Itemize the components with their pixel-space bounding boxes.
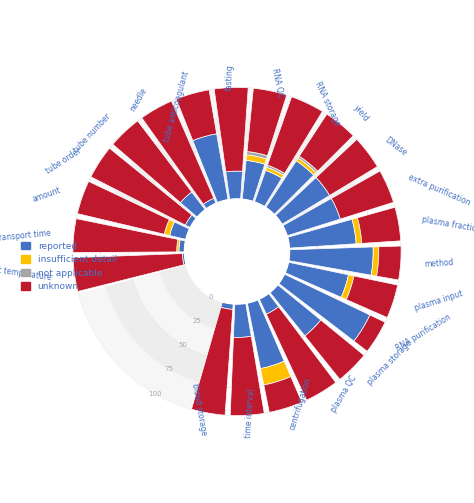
- Bar: [246, 155, 266, 164]
- Bar: [305, 320, 364, 379]
- Text: 0: 0: [209, 294, 213, 300]
- Text: 75: 75: [164, 367, 173, 372]
- Bar: [288, 219, 356, 248]
- Bar: [77, 182, 169, 234]
- Text: 50: 50: [178, 342, 187, 348]
- Bar: [164, 219, 174, 235]
- Bar: [289, 247, 373, 275]
- Bar: [226, 171, 243, 200]
- Bar: [331, 171, 393, 219]
- Bar: [296, 158, 316, 175]
- Bar: [298, 156, 318, 173]
- Bar: [176, 90, 217, 140]
- Text: plasma storage: plasma storage: [365, 339, 414, 387]
- Bar: [177, 239, 180, 252]
- Bar: [113, 121, 191, 203]
- Bar: [214, 88, 248, 172]
- Text: tube order: tube order: [44, 146, 82, 175]
- Bar: [299, 114, 353, 171]
- Text: amount: amount: [31, 186, 62, 204]
- Bar: [247, 88, 287, 156]
- Bar: [352, 218, 362, 244]
- Legend: reported, insufficient detail, not applicable, unknown: reported, insufficient detail, not appli…: [19, 239, 119, 294]
- Bar: [285, 262, 348, 297]
- Bar: [247, 300, 284, 369]
- Bar: [221, 302, 233, 309]
- Text: yield: yield: [352, 104, 370, 124]
- Text: centrifugation: centrifugation: [288, 377, 313, 432]
- Bar: [275, 178, 329, 224]
- Bar: [377, 246, 401, 280]
- Bar: [357, 207, 401, 243]
- Bar: [261, 361, 291, 385]
- Bar: [283, 198, 340, 236]
- Bar: [191, 307, 233, 415]
- Bar: [316, 139, 377, 196]
- Text: needle: needle: [128, 87, 149, 114]
- Bar: [270, 285, 321, 336]
- Bar: [354, 315, 385, 351]
- Polygon shape: [184, 199, 290, 304]
- Text: transport temperature: transport temperature: [0, 261, 53, 282]
- Bar: [255, 171, 282, 207]
- Bar: [182, 254, 186, 265]
- Text: RNA purification: RNA purification: [394, 312, 452, 353]
- Bar: [73, 254, 184, 291]
- Bar: [341, 275, 354, 300]
- Bar: [267, 97, 322, 174]
- Text: 25: 25: [192, 318, 201, 324]
- Text: blood storage: blood storage: [191, 383, 209, 437]
- Bar: [267, 165, 285, 175]
- Text: time interval: time interval: [244, 389, 256, 439]
- Bar: [371, 247, 379, 276]
- Bar: [233, 303, 251, 338]
- Text: extra purification: extra purification: [407, 173, 472, 208]
- Bar: [181, 192, 205, 217]
- Text: tube anticoagulant: tube anticoagulant: [162, 70, 191, 143]
- Text: method: method: [423, 258, 453, 269]
- Bar: [91, 148, 192, 225]
- Bar: [73, 219, 178, 253]
- Text: DNase: DNase: [383, 135, 409, 157]
- Bar: [142, 101, 214, 204]
- Bar: [279, 274, 370, 341]
- Text: plasma input: plasma input: [414, 289, 465, 313]
- Text: plasma fraction: plasma fraction: [420, 216, 474, 234]
- Text: tube number: tube number: [72, 112, 112, 154]
- Bar: [346, 276, 398, 317]
- Bar: [259, 293, 279, 314]
- Text: plasma QC: plasma QC: [329, 374, 359, 414]
- Text: RNA storage: RNA storage: [313, 80, 342, 128]
- Bar: [242, 160, 265, 202]
- Bar: [203, 198, 216, 209]
- Bar: [265, 167, 283, 178]
- Bar: [266, 161, 314, 214]
- Bar: [230, 337, 264, 415]
- Bar: [179, 240, 185, 252]
- Text: 100: 100: [148, 391, 162, 396]
- Text: transport time: transport time: [0, 229, 51, 243]
- Bar: [193, 134, 228, 203]
- Text: fasting: fasting: [225, 64, 235, 92]
- Bar: [246, 151, 267, 159]
- Bar: [266, 307, 336, 400]
- Text: RNA QC: RNA QC: [271, 67, 285, 99]
- Bar: [185, 215, 196, 227]
- Bar: [170, 222, 190, 239]
- Bar: [264, 377, 302, 412]
